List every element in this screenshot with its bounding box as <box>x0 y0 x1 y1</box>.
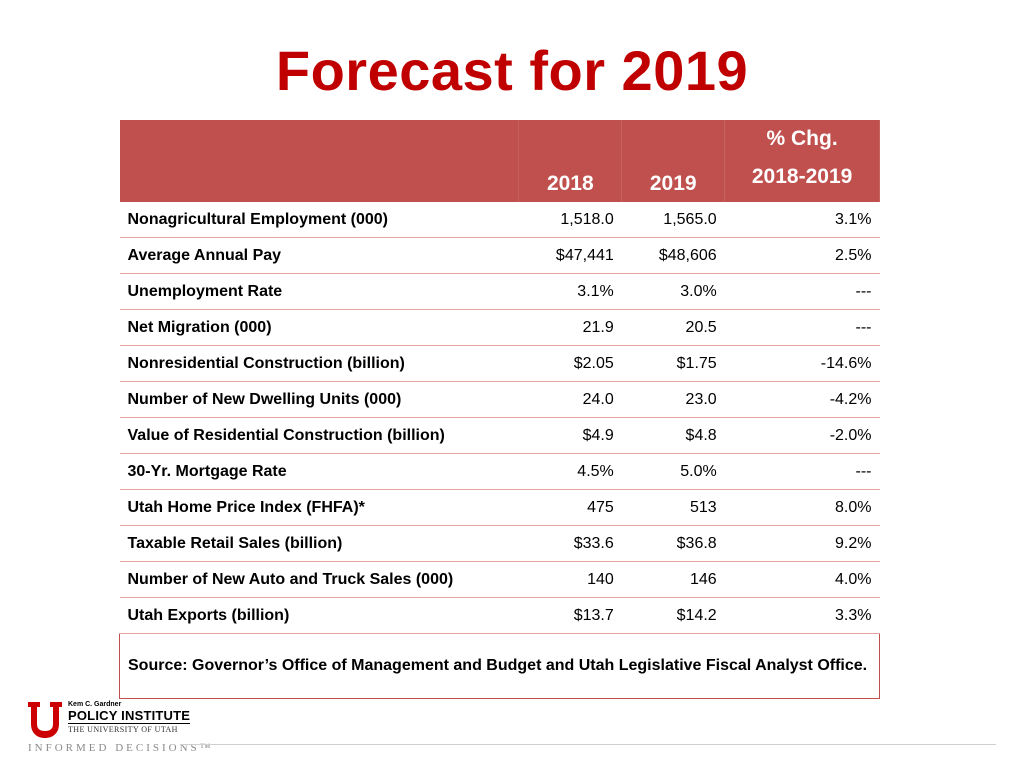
row-label: Unemployment Rate <box>119 273 519 310</box>
value-2019: $36.8 <box>621 525 725 562</box>
table-row: Value of Residential Construction (billi… <box>119 417 880 454</box>
value-pct-change: --- <box>724 273 880 310</box>
logo-text: Kem C. Gardner POLICY INSTITUTE THE UNIV… <box>68 700 191 735</box>
value-pct-change: --- <box>724 453 880 490</box>
value-2018: 475 <box>518 489 622 526</box>
row-label: Number of New Auto and Truck Sales (000) <box>119 561 519 598</box>
value-pct-change: -2.0% <box>724 417 880 454</box>
tagline: INFORMED DECISIONS™ <box>28 742 214 754</box>
row-label: Utah Home Price Index (FHFA)* <box>119 489 519 526</box>
logo-policy-institute: POLICY INSTITUTE <box>68 708 191 724</box>
value-2019: $48,606 <box>621 237 725 274</box>
value-2018: 4.5% <box>518 453 622 490</box>
value-pct-change: --- <box>724 309 880 346</box>
header-indicator <box>119 120 520 202</box>
table-row: Nonresidential Construction (billion) $2.… <box>119 345 880 382</box>
row-label: 30-Yr. Mortgage Rate <box>119 453 519 490</box>
header-2018: 2018 <box>518 120 623 202</box>
value-pct-change: 8.0% <box>724 489 880 526</box>
row-label: Number of New Dwelling Units (000) <box>119 381 519 418</box>
value-2019: 20.5 <box>621 309 725 346</box>
value-2018: 3.1% <box>518 273 622 310</box>
table-row: 30-Yr. Mortgage Rate 4.5% 5.0% --- <box>119 453 880 490</box>
header-row: 2018 2019 % Chg. 2018-2019 <box>119 120 880 202</box>
value-pct-change: 9.2% <box>724 525 880 562</box>
value-2018: 21.9 <box>518 309 622 346</box>
forecast-table: 2018 2019 % Chg. 2018-2019 Nonagricultur… <box>119 120 880 699</box>
table-row: Utah Exports (billion) $13.7 $14.2 3.3% <box>119 597 880 634</box>
row-label: Nonagricultural Employment (000) <box>119 202 519 238</box>
value-2018: 1,518.0 <box>518 202 622 238</box>
value-pct-change: 2.5% <box>724 237 880 274</box>
value-2019: 513 <box>621 489 725 526</box>
value-2018: $2.05 <box>518 345 622 382</box>
footer-divider <box>180 744 996 745</box>
row-label: Value of Residential Construction (billi… <box>119 417 519 454</box>
row-label: Net Migration (000) <box>119 309 519 346</box>
table-row: Number of New Dwelling Units (000) 24.0 23… <box>119 381 880 418</box>
table-row: Taxable Retail Sales (billion) $33.6 $36.8… <box>119 525 880 562</box>
header-pct-change-line1: % Chg. <box>766 127 838 150</box>
value-2018: $47,441 <box>518 237 622 274</box>
value-2019: $1.75 <box>621 345 725 382</box>
logo-kem-gardner: Kem C. Gardner <box>68 701 122 708</box>
slide-title: Forecast for 2019 <box>275 39 749 102</box>
table-row: Utah Home Price Index (FHFA)* 475 513 8.0% <box>119 489 880 526</box>
value-2018: 24.0 <box>518 381 622 418</box>
value-2018: 140 <box>518 561 622 598</box>
value-2018: $4.9 <box>518 417 622 454</box>
university-of-utah-u-icon <box>28 702 62 738</box>
header-pct-change-line2: 2018-2019 <box>751 165 853 188</box>
value-2019: 5.0% <box>621 453 725 490</box>
table-row: Net Migration (000) 21.9 20.5 --- <box>119 309 880 346</box>
value-2019: 23.0 <box>621 381 725 418</box>
value-2019: 1,565.0 <box>621 202 725 238</box>
header-2019: 2019 <box>621 120 726 202</box>
table-row: Average Annual Pay $47,441 $48,606 2.5% <box>119 237 880 274</box>
value-pct-change: 3.1% <box>724 202 880 238</box>
source-note: Source: Governor’s Office of Management … <box>119 633 880 699</box>
logo-university: THE UNIVERSITY OF UTAH <box>68 725 178 734</box>
value-pct-change: 3.3% <box>724 597 880 634</box>
value-2018: $33.6 <box>518 525 622 562</box>
value-2019: 3.0% <box>621 273 725 310</box>
value-2019: 146 <box>621 561 725 598</box>
value-2018: $13.7 <box>518 597 622 634</box>
value-pct-change: 4.0% <box>724 561 880 598</box>
value-pct-change: -14.6% <box>724 345 880 382</box>
value-pct-change: -4.2% <box>724 381 880 418</box>
value-2019: $4.8 <box>621 417 725 454</box>
value-2019: $14.2 <box>621 597 725 634</box>
row-label: Taxable Retail Sales (billion) <box>119 525 519 562</box>
row-label: Nonresidential Construction (billion) <box>119 345 519 382</box>
source-row: Source: Governor’s Office of Management … <box>119 633 880 699</box>
row-label: Average Annual Pay <box>119 237 519 274</box>
table-row: Unemployment Rate 3.1% 3.0% --- <box>119 273 880 310</box>
table-row: Nonagricultural Employment (000) 1,518.0 1… <box>119 202 880 238</box>
header-pct-change: % Chg. 2018-2019 <box>724 120 880 202</box>
table-row: Number of New Auto and Truck Sales (000)… <box>119 561 880 598</box>
row-label: Utah Exports (billion) <box>119 597 519 634</box>
